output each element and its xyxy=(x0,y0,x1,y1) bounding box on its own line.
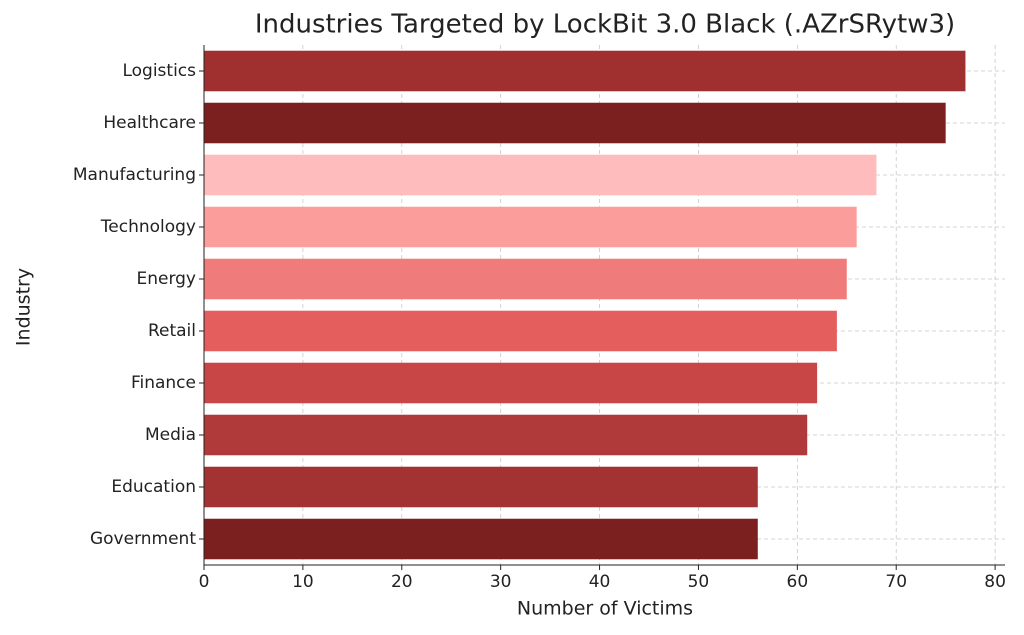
y-tick-label: Education xyxy=(111,477,196,497)
x-tick-label: 50 xyxy=(688,572,710,592)
bar xyxy=(204,258,847,300)
x-tick-label: 40 xyxy=(589,572,611,592)
bar xyxy=(204,154,877,196)
bar xyxy=(204,518,758,560)
chart-title: Industries Targeted by LockBit 3.0 Black… xyxy=(255,10,955,40)
y-tick-label: Logistics xyxy=(122,61,196,81)
x-tick-label: 0 xyxy=(199,572,210,592)
x-axis-label: Number of Victims xyxy=(517,598,693,620)
bar xyxy=(204,414,808,456)
x-tick-label: 10 xyxy=(292,572,314,592)
x-tick-label: 70 xyxy=(885,572,907,592)
y-tick-label: Technology xyxy=(100,217,196,237)
y-tick-label: Finance xyxy=(131,373,196,393)
y-tick-label: Media xyxy=(145,425,196,445)
y-tick-label: Energy xyxy=(136,269,196,289)
bar xyxy=(204,466,758,508)
bar xyxy=(204,310,837,352)
y-axis-label: Industry xyxy=(13,268,35,346)
bar xyxy=(204,50,966,92)
bar xyxy=(204,206,857,248)
y-tick-label: Healthcare xyxy=(103,113,196,133)
bar xyxy=(204,102,946,144)
x-tick-label: 80 xyxy=(984,572,1006,592)
x-tick-label: 20 xyxy=(391,572,413,592)
y-tick-label: Government xyxy=(90,529,196,549)
y-tick-label: Manufacturing xyxy=(73,165,196,185)
bar xyxy=(204,362,818,404)
x-tick-label: 60 xyxy=(787,572,809,592)
y-tick-label: Retail xyxy=(148,321,196,341)
x-tick-label: 30 xyxy=(490,572,512,592)
